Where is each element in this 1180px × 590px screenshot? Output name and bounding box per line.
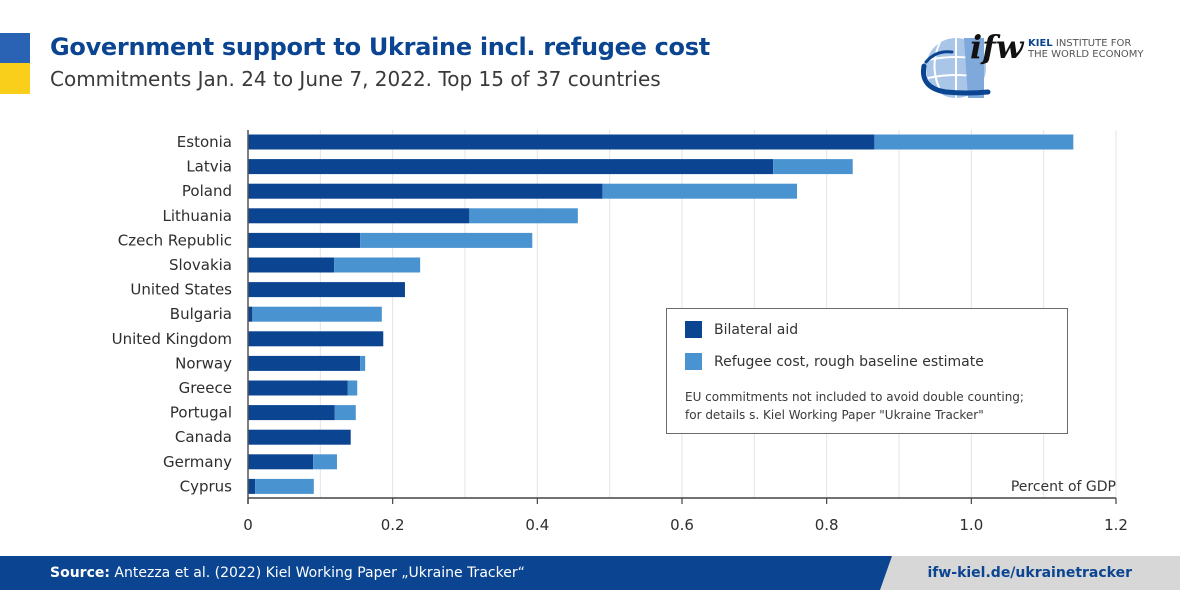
bar-refugee-portugal — [334, 405, 356, 421]
bar-bilateral-canada — [248, 429, 351, 445]
x-tick-label: 0.2 — [381, 516, 405, 534]
bar-bilateral-greece — [248, 380, 348, 396]
footer-source: Source: Antezza et al. (2022) Kiel Worki… — [50, 565, 525, 581]
bar-chart: Estonia Latvia Poland Lithuania Czech Republ… — [112, 130, 1128, 534]
bar-bilateral-portugal — [248, 405, 335, 421]
logo-name-bold: KIEL — [1028, 38, 1053, 49]
category-label: United Kingdom — [112, 330, 232, 348]
chart-subtitle: Commitments Jan. 24 to June 7, 2022. Top… — [50, 67, 661, 91]
legend-note-line-1: EU commitments not included to avoid dou… — [685, 390, 1024, 404]
chart-title: Government support to Ukraine incl. refu… — [50, 33, 710, 61]
bar-refugee-cyprus — [255, 478, 314, 494]
x-tick-label: 1.0 — [959, 516, 983, 534]
flag-blue-stripe — [0, 33, 30, 63]
bar-bilateral-poland — [248, 183, 603, 199]
category-label: Estonia — [177, 133, 232, 151]
bar-refugee-germany — [313, 454, 337, 470]
bar-bilateral-lithuania — [248, 208, 470, 224]
legend-swatch-refugee — [685, 353, 702, 370]
bar-bilateral-united-kingdom — [248, 331, 384, 347]
category-label: Germany — [163, 453, 232, 471]
bar-bilateral-germany — [248, 454, 314, 470]
category-label: Cyprus — [180, 477, 233, 495]
x-tick-label: 0 — [243, 516, 253, 534]
bar-refugee-greece — [347, 380, 358, 396]
legend-note-line-2: for details s. Kiel Working Paper "Ukrai… — [685, 408, 984, 422]
bar-refugee-czech-republic — [360, 232, 533, 248]
bar-refugee-norway — [360, 355, 366, 371]
source-text: Antezza et al. (2022) Kiel Working Paper… — [109, 565, 525, 581]
legend-item-bilateral: Bilateral aid — [685, 321, 798, 338]
x-tick-label: 0.8 — [815, 516, 839, 534]
legend-note: EU commitments not included to avoid dou… — [685, 388, 1024, 424]
x-tick-label: 1.2 — [1104, 516, 1128, 534]
bar-bilateral-united-states — [248, 282, 405, 298]
bar-refugee-slovakia — [334, 257, 421, 273]
category-label: Bulgaria — [170, 305, 232, 323]
bar-bilateral-norway — [248, 355, 361, 371]
bar-bilateral-latvia — [248, 159, 774, 175]
bar-bilateral-slovakia — [248, 257, 335, 273]
legend-label-refugee: Refugee cost, rough baseline estimate — [714, 353, 984, 370]
category-label: Portugal — [170, 404, 232, 422]
category-label: Slovakia — [169, 256, 232, 274]
legend-item-refugee: Refugee cost, rough baseline estimate — [685, 353, 984, 370]
source-label: Source: — [50, 565, 110, 581]
bar-bilateral-czech-republic — [248, 232, 361, 248]
logo-name-rest: INSTITUTE FOR — [1052, 38, 1132, 49]
category-label: Canada — [175, 428, 232, 446]
legend-label-bilateral: Bilateral aid — [714, 321, 799, 338]
footer: Source: Antezza et al. (2022) Kiel Worki… — [0, 556, 1180, 590]
logo: ifw — [920, 28, 1025, 98]
bar-refugee-latvia — [773, 159, 853, 175]
x-tick-label: 0.6 — [670, 516, 694, 534]
footer-url-link[interactable]: ifw-kiel.de/ukrainetracker — [927, 565, 1132, 581]
category-label: Poland — [182, 182, 232, 200]
footer-url-panel: ifw-kiel.de/ukrainetracker — [880, 556, 1180, 590]
category-label: Czech Republic — [118, 231, 232, 249]
bar-bilateral-estonia — [248, 134, 875, 150]
legend-swatch-bilateral — [685, 321, 702, 338]
bar-bilateral-cyprus — [248, 478, 256, 494]
bar-refugee-bulgaria — [252, 306, 382, 322]
x-tick-label: 0.4 — [525, 516, 549, 534]
bar-refugee-estonia — [874, 134, 1074, 150]
category-label: Latvia — [186, 158, 232, 176]
x-axis-title: Percent of GDP — [1011, 479, 1116, 495]
category-label: Greece — [179, 379, 232, 397]
bar-refugee-poland — [602, 183, 798, 199]
logo-mark: ifw — [970, 28, 1025, 66]
category-label: Lithuania — [163, 207, 232, 225]
legend: Bilateral aid Refugee cost, rough baseli… — [666, 308, 1068, 434]
bars — [248, 134, 1074, 494]
globe-swoosh-icon — [920, 38, 991, 98]
x-axis: 0 0.2 0.4 0.6 0.8 1.0 1.2 — [243, 130, 1128, 534]
category-label: Norway — [175, 354, 232, 372]
category-labels: Estonia Latvia Poland Lithuania Czech Republ… — [112, 133, 233, 495]
bar-bilateral-bulgaria — [248, 306, 253, 322]
flag-yellow-stripe — [0, 63, 30, 94]
logo-name-line2: THE WORLD ECONOMY — [1028, 49, 1144, 60]
category-label: United States — [130, 281, 232, 299]
logo-text: KIEL INSTITUTE FOR THE WORLD ECONOMY — [1028, 38, 1144, 60]
bar-refugee-lithuania — [469, 208, 578, 224]
